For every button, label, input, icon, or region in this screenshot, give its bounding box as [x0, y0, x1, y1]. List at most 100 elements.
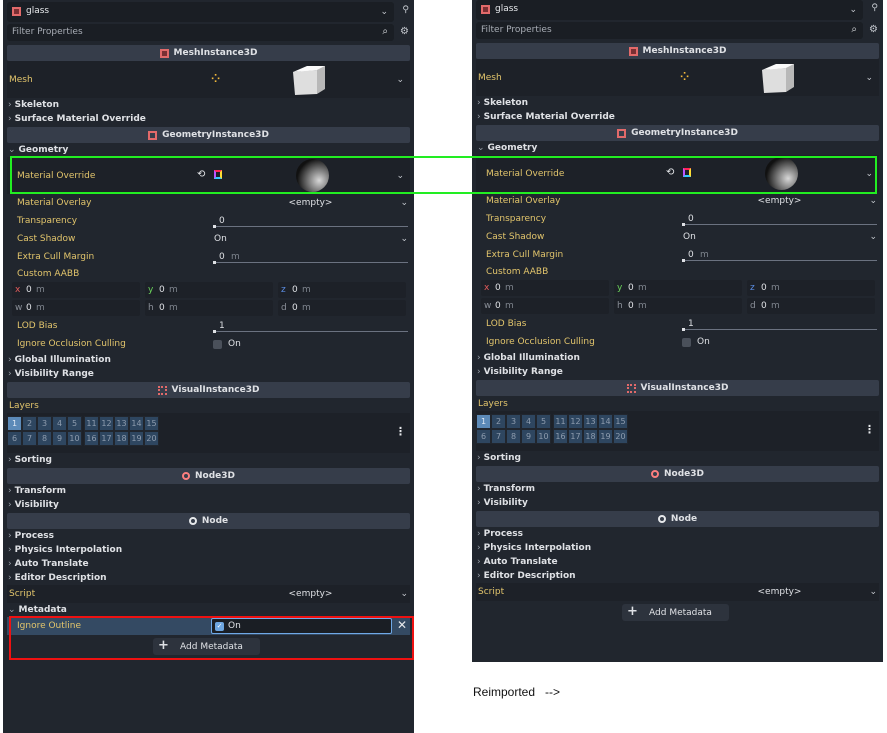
group-header[interactable]: › Surface Material Override [477, 112, 615, 122]
layer-cell-4[interactable]: 4 [52, 416, 67, 431]
checkbox-ignore-occlusion-culling[interactable]: On [213, 337, 408, 351]
reset-icon[interactable]: ⟲ [197, 169, 206, 180]
group-header[interactable]: › Process [8, 531, 54, 541]
layer-cell-13[interactable]: 13 [583, 414, 598, 429]
group-header[interactable]: › Sorting [8, 455, 52, 465]
section-header[interactable]: Node3D [476, 466, 879, 482]
tools-icon[interactable]: ⚙ [869, 24, 878, 35]
layer-cell-7[interactable]: 7 [22, 431, 37, 446]
chevron-down-icon[interactable]: ⌄ [869, 196, 877, 206]
layer-cell-6[interactable]: 6 [476, 429, 491, 444]
layer-cell-5[interactable]: 5 [67, 416, 82, 431]
section-header[interactable]: MeshInstance3D [476, 43, 879, 59]
group-header[interactable]: ⌄ Geometry [8, 145, 68, 155]
chevron-down-icon[interactable]: ⌄ [400, 589, 408, 599]
group-header[interactable]: › Global Illumination [477, 353, 580, 363]
section-header[interactable]: Node [476, 511, 879, 527]
resource-picker[interactable]: ⟲ ⌄ [662, 155, 879, 192]
group-header[interactable]: › Transform [477, 484, 535, 494]
layer-cell-10[interactable]: 10 [67, 431, 82, 446]
group-header[interactable]: › Physics Interpolation [477, 543, 591, 553]
layer-cell-15[interactable]: 15 [144, 416, 159, 431]
doc-icon[interactable]: ⚲ [402, 5, 409, 15]
chevron-down-icon[interactable]: ⌄ [396, 170, 404, 181]
layer-cell-8[interactable]: 8 [506, 429, 521, 444]
group-header[interactable]: › Physics Interpolation [8, 545, 122, 555]
group-header[interactable]: › Surface Material Override [8, 114, 146, 124]
slider-grabber[interactable] [213, 261, 216, 264]
group-header[interactable]: › Skeleton [8, 100, 59, 110]
dropdown-cast-shadow[interactable]: On ⌄ [213, 232, 408, 246]
layer-cell-3[interactable]: 3 [506, 414, 521, 429]
chevron-down-icon[interactable]: ⌄ [400, 198, 408, 208]
chevron-down-icon[interactable]: ⌄ [400, 234, 408, 244]
chevron-down-icon[interactable]: ⌄ [396, 74, 404, 85]
group-header[interactable]: › Skeleton [477, 98, 528, 108]
section-header[interactable]: GeometryInstance3D [476, 125, 879, 141]
layer-cell-9[interactable]: 9 [521, 429, 536, 444]
layer-cell-9[interactable]: 9 [52, 431, 67, 446]
layer-cell-4[interactable]: 4 [521, 414, 536, 429]
remove-metadata-icon[interactable]: ✕ [396, 618, 407, 632]
more-options-icon[interactable]: ⋮ [395, 425, 406, 438]
group-header[interactable]: › Transform [8, 486, 66, 496]
resource-picker[interactable]: ⁘ ⌄ [193, 61, 410, 98]
add-metadata-button[interactable]: + Add Metadata [622, 604, 729, 621]
dropdown-script[interactable]: <empty> ⌄ [213, 587, 408, 601]
layer-cell-13[interactable]: 13 [114, 416, 129, 431]
layer-cell-1[interactable]: 1 [7, 416, 22, 431]
dropdown-material-overlay[interactable]: <empty> ⌄ [682, 194, 877, 208]
reset-icon[interactable]: ⟲ [666, 167, 675, 178]
slider-grabber[interactable] [682, 223, 685, 226]
doc-icon[interactable]: ⚲ [871, 3, 878, 13]
layer-cell-12[interactable]: 12 [568, 414, 583, 429]
checkbox-icon[interactable] [682, 338, 691, 347]
dropdown-material-overlay[interactable]: <empty> ⌄ [213, 196, 408, 210]
layer-cell-2[interactable]: 2 [22, 416, 37, 431]
slider-grabber[interactable] [682, 259, 685, 262]
tools-icon[interactable]: ⚙ [400, 26, 409, 37]
group-header[interactable]: › Editor Description [477, 571, 576, 581]
layer-cell-14[interactable]: 14 [129, 416, 144, 431]
slider-lod-bias[interactable]: 1 [213, 319, 408, 333]
slider-grabber[interactable] [213, 225, 216, 228]
resource-picker[interactable]: ⟲ ⌄ [193, 157, 410, 194]
layer-cell-19[interactable]: 19 [129, 431, 144, 446]
chevron-down-icon[interactable]: ⌄ [380, 7, 388, 17]
layer-cell-3[interactable]: 3 [37, 416, 52, 431]
layer-cell-16[interactable]: 16 [84, 431, 99, 446]
layer-cell-6[interactable]: 6 [7, 431, 22, 446]
layer-cell-10[interactable]: 10 [536, 429, 551, 444]
layer-cell-20[interactable]: 20 [144, 431, 159, 446]
layer-cell-17[interactable]: 17 [568, 429, 583, 444]
filter-input[interactable]: Filter Properties [476, 22, 863, 39]
layer-cell-20[interactable]: 20 [613, 429, 628, 444]
layer-cell-15[interactable]: 15 [613, 414, 628, 429]
checkbox-ignore-occlusion-culling[interactable]: On [682, 335, 877, 349]
layer-cell-17[interactable]: 17 [99, 431, 114, 446]
group-header[interactable]: ⌄ Geometry [477, 143, 537, 153]
chevron-down-icon[interactable]: ⌄ [869, 587, 877, 597]
section-header[interactable]: MeshInstance3D [7, 45, 410, 61]
chevron-down-icon[interactable]: ⌄ [865, 72, 873, 83]
section-header[interactable]: VisualInstance3D [7, 382, 410, 398]
group-header[interactable]: › Global Illumination [8, 355, 111, 365]
layer-cell-12[interactable]: 12 [99, 416, 114, 431]
layer-cell-16[interactable]: 16 [553, 429, 568, 444]
layer-cell-8[interactable]: 8 [37, 431, 52, 446]
node-selector[interactable]: glass ⌄ [476, 0, 863, 20]
filter-input[interactable]: Filter Properties [7, 24, 394, 41]
group-header[interactable]: › Visibility [477, 498, 528, 508]
more-options-icon[interactable]: ⋮ [864, 423, 875, 436]
add-metadata-button[interactable]: + Add Metadata [153, 638, 260, 655]
